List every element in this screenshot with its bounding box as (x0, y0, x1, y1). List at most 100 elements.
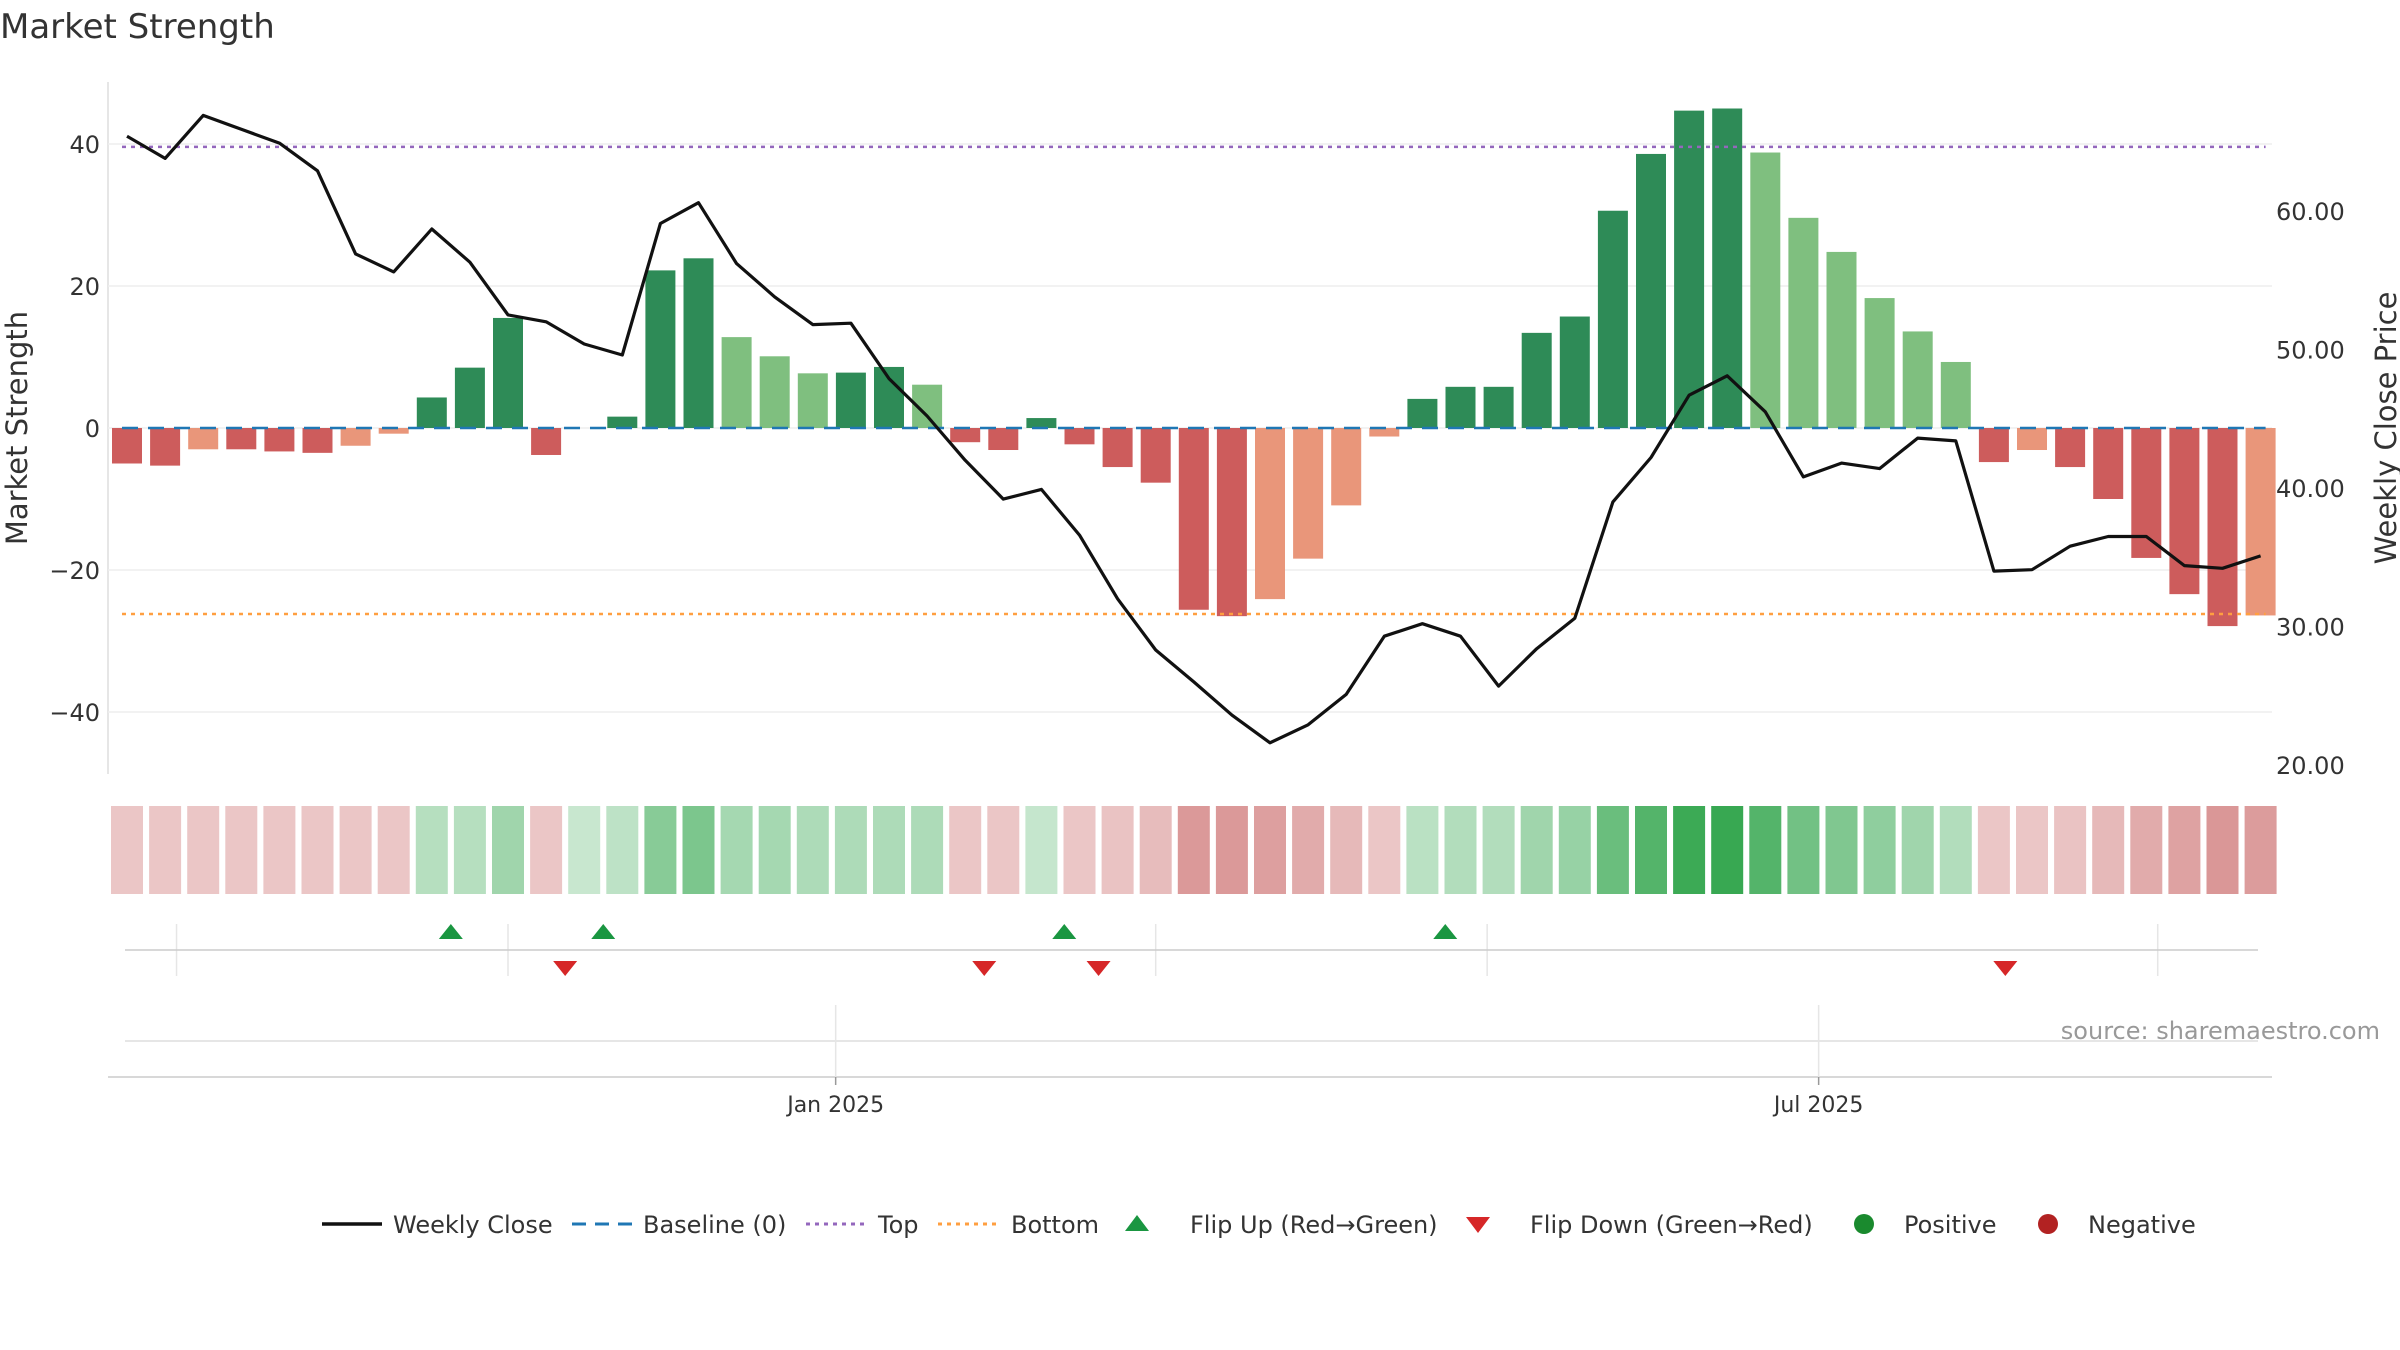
right-tick-label: 50.00 (2276, 337, 2345, 365)
heat-cell (492, 806, 524, 894)
strength-bar (188, 428, 219, 450)
strength-bar (1483, 386, 1514, 428)
left-tick-label: 40 (69, 131, 100, 159)
heat-cell (2206, 806, 2239, 894)
strength-bar (645, 270, 676, 428)
left-tick-label: −20 (49, 557, 100, 585)
strength-bar (340, 428, 371, 446)
right-tick-label: 20.00 (2276, 752, 2345, 780)
heat-cell (187, 806, 220, 894)
strength-bar (797, 373, 828, 428)
strength-bar (1140, 428, 1171, 483)
legend-item-bottom: Bottom (938, 1211, 1099, 1239)
heat-cell (301, 806, 334, 894)
date-tick-label: Jan 2025 (785, 1093, 884, 1118)
heat-cell (1444, 806, 1477, 894)
legend-label: Negative (2088, 1211, 2196, 1239)
heat-cell (1254, 806, 1286, 894)
strength-bar (1559, 316, 1590, 428)
strength-bar (1978, 428, 2009, 463)
strength-bar (1750, 152, 1781, 428)
heat-cell (1025, 806, 1058, 894)
legend-label: Positive (1904, 1211, 1997, 1239)
strength-bar (226, 428, 257, 450)
heat-cell (949, 806, 982, 894)
left-axis-title: Market Strength (0, 311, 34, 545)
strength-bar (835, 372, 866, 428)
heat-cell (149, 806, 182, 894)
strength-bar (1255, 428, 1285, 600)
heat-cell (1673, 806, 1706, 894)
flip-markers-panel (125, 924, 2258, 976)
heat-cell (568, 806, 601, 894)
strength-bar (721, 337, 752, 428)
strength-bar (1064, 428, 1095, 445)
strength-bar (416, 397, 447, 428)
strength-bar (1445, 386, 1476, 428)
heat-cell (1139, 806, 1172, 894)
heat-cell (2244, 806, 2277, 894)
strength-bar (454, 367, 485, 428)
strength-bar (2093, 428, 2124, 499)
strength-bar (2169, 428, 2200, 595)
legend-item-weekly-close: Weekly Close (322, 1211, 553, 1239)
heat-cell (1558, 806, 1591, 894)
heat-cell (1863, 806, 1896, 894)
legend-label: Baseline (0) (643, 1211, 786, 1239)
heat-cell (1406, 806, 1439, 894)
heat-cell (987, 806, 1020, 894)
heat-cell (1787, 806, 1820, 894)
legend-item-top: Top (806, 1211, 919, 1239)
strength-bar (2017, 428, 2047, 451)
heat-cell (530, 806, 563, 894)
weekly-close-line (126, 113, 2262, 745)
heat-cell (111, 806, 143, 894)
strength-bar (2245, 428, 2276, 616)
heat-cell (682, 806, 715, 894)
strength-bar (1293, 428, 1324, 559)
heat-cell (834, 806, 867, 894)
strength-bar (759, 356, 790, 428)
strength-bar (1940, 361, 1971, 428)
heat-cell (339, 806, 372, 894)
chart-title: Market Strength (0, 7, 275, 47)
strength-bar (302, 428, 333, 453)
strength-bar (1521, 332, 1552, 428)
legend-item-flip-down: Flip Down (Green→Red) (1466, 1211, 1813, 1239)
legend-item-baseline: Baseline (0) (572, 1211, 786, 1239)
strength-bar (1369, 428, 1400, 437)
heat-cell (720, 806, 753, 894)
legend-dot-icon (2038, 1214, 2058, 1234)
heat-cell (225, 806, 258, 894)
strength-bar (1216, 428, 1247, 617)
heat-cell (873, 806, 905, 894)
heat-cell (2016, 806, 2048, 894)
heat-cell (1292, 806, 1325, 894)
heat-cell (415, 806, 448, 894)
strength-bar (1102, 428, 1133, 468)
flip-up-marker (1052, 924, 1077, 939)
heat-cell (1330, 806, 1363, 894)
strength-bar (1026, 418, 1057, 428)
strength-panel: 40 20 0 −20 −40 60.00 50.00 40.00 30.00 20.00 (49, 82, 2345, 780)
heat-cell (1977, 806, 2010, 894)
legend-label: Weekly Close (393, 1211, 553, 1239)
right-tick-label: 40.00 (2276, 475, 2345, 503)
flip-up-marker (1433, 924, 1458, 939)
strength-bar (150, 428, 181, 466)
strength-bar (1636, 153, 1666, 428)
heat-cell (1520, 806, 1553, 894)
heat-strip (111, 806, 2277, 894)
date-tick-label: Jul 2025 (1772, 1093, 1864, 1118)
heat-cell (1368, 806, 1401, 894)
heat-cell (2092, 806, 2125, 894)
left-tick-label: 20 (69, 273, 100, 301)
heat-cell (1825, 806, 1858, 894)
heat-cell (1063, 806, 1096, 894)
strength-bar (264, 428, 295, 452)
legend-triangle-up-icon (1125, 1215, 1149, 1231)
heat-cell (1101, 806, 1134, 894)
legend-item-negative: Negative (2038, 1211, 2196, 1239)
strength-bar (1864, 298, 1895, 428)
heat-cell (1901, 806, 1934, 894)
